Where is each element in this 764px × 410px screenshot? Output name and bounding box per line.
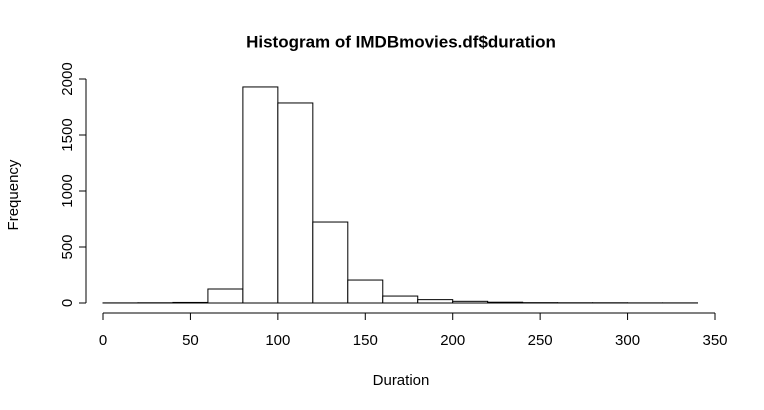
y-tick-label: 2000 [59,62,76,95]
bar [312,221,349,304]
y-tick-label: 1000 [59,174,76,207]
y-tick-label: 500 [59,234,76,259]
x-axis-label: Duration [373,372,430,389]
x-tick-label: 100 [265,332,290,349]
bar [417,299,454,304]
x-tick-label: 200 [440,332,465,349]
x-tick-label: 50 [182,332,199,349]
x-tick-label: 250 [528,332,553,349]
chart-title: Histogram of IMDBmovies.df$duration [246,32,556,51]
bar [277,102,314,304]
bar [487,301,524,304]
y-tick-label: 0 [59,299,76,307]
x-tick-label: 350 [702,332,727,349]
y-axis-label: Frequency [5,159,22,230]
x-tick-label: 0 [99,332,107,349]
bar [452,300,489,304]
bar [347,279,384,304]
bar [172,301,209,304]
bar [207,288,244,304]
x-tick-label: 300 [615,332,640,349]
bar [242,86,279,304]
y-tick-label: 1500 [59,118,76,151]
bar [382,295,419,304]
x-tick-label: 150 [353,332,378,349]
